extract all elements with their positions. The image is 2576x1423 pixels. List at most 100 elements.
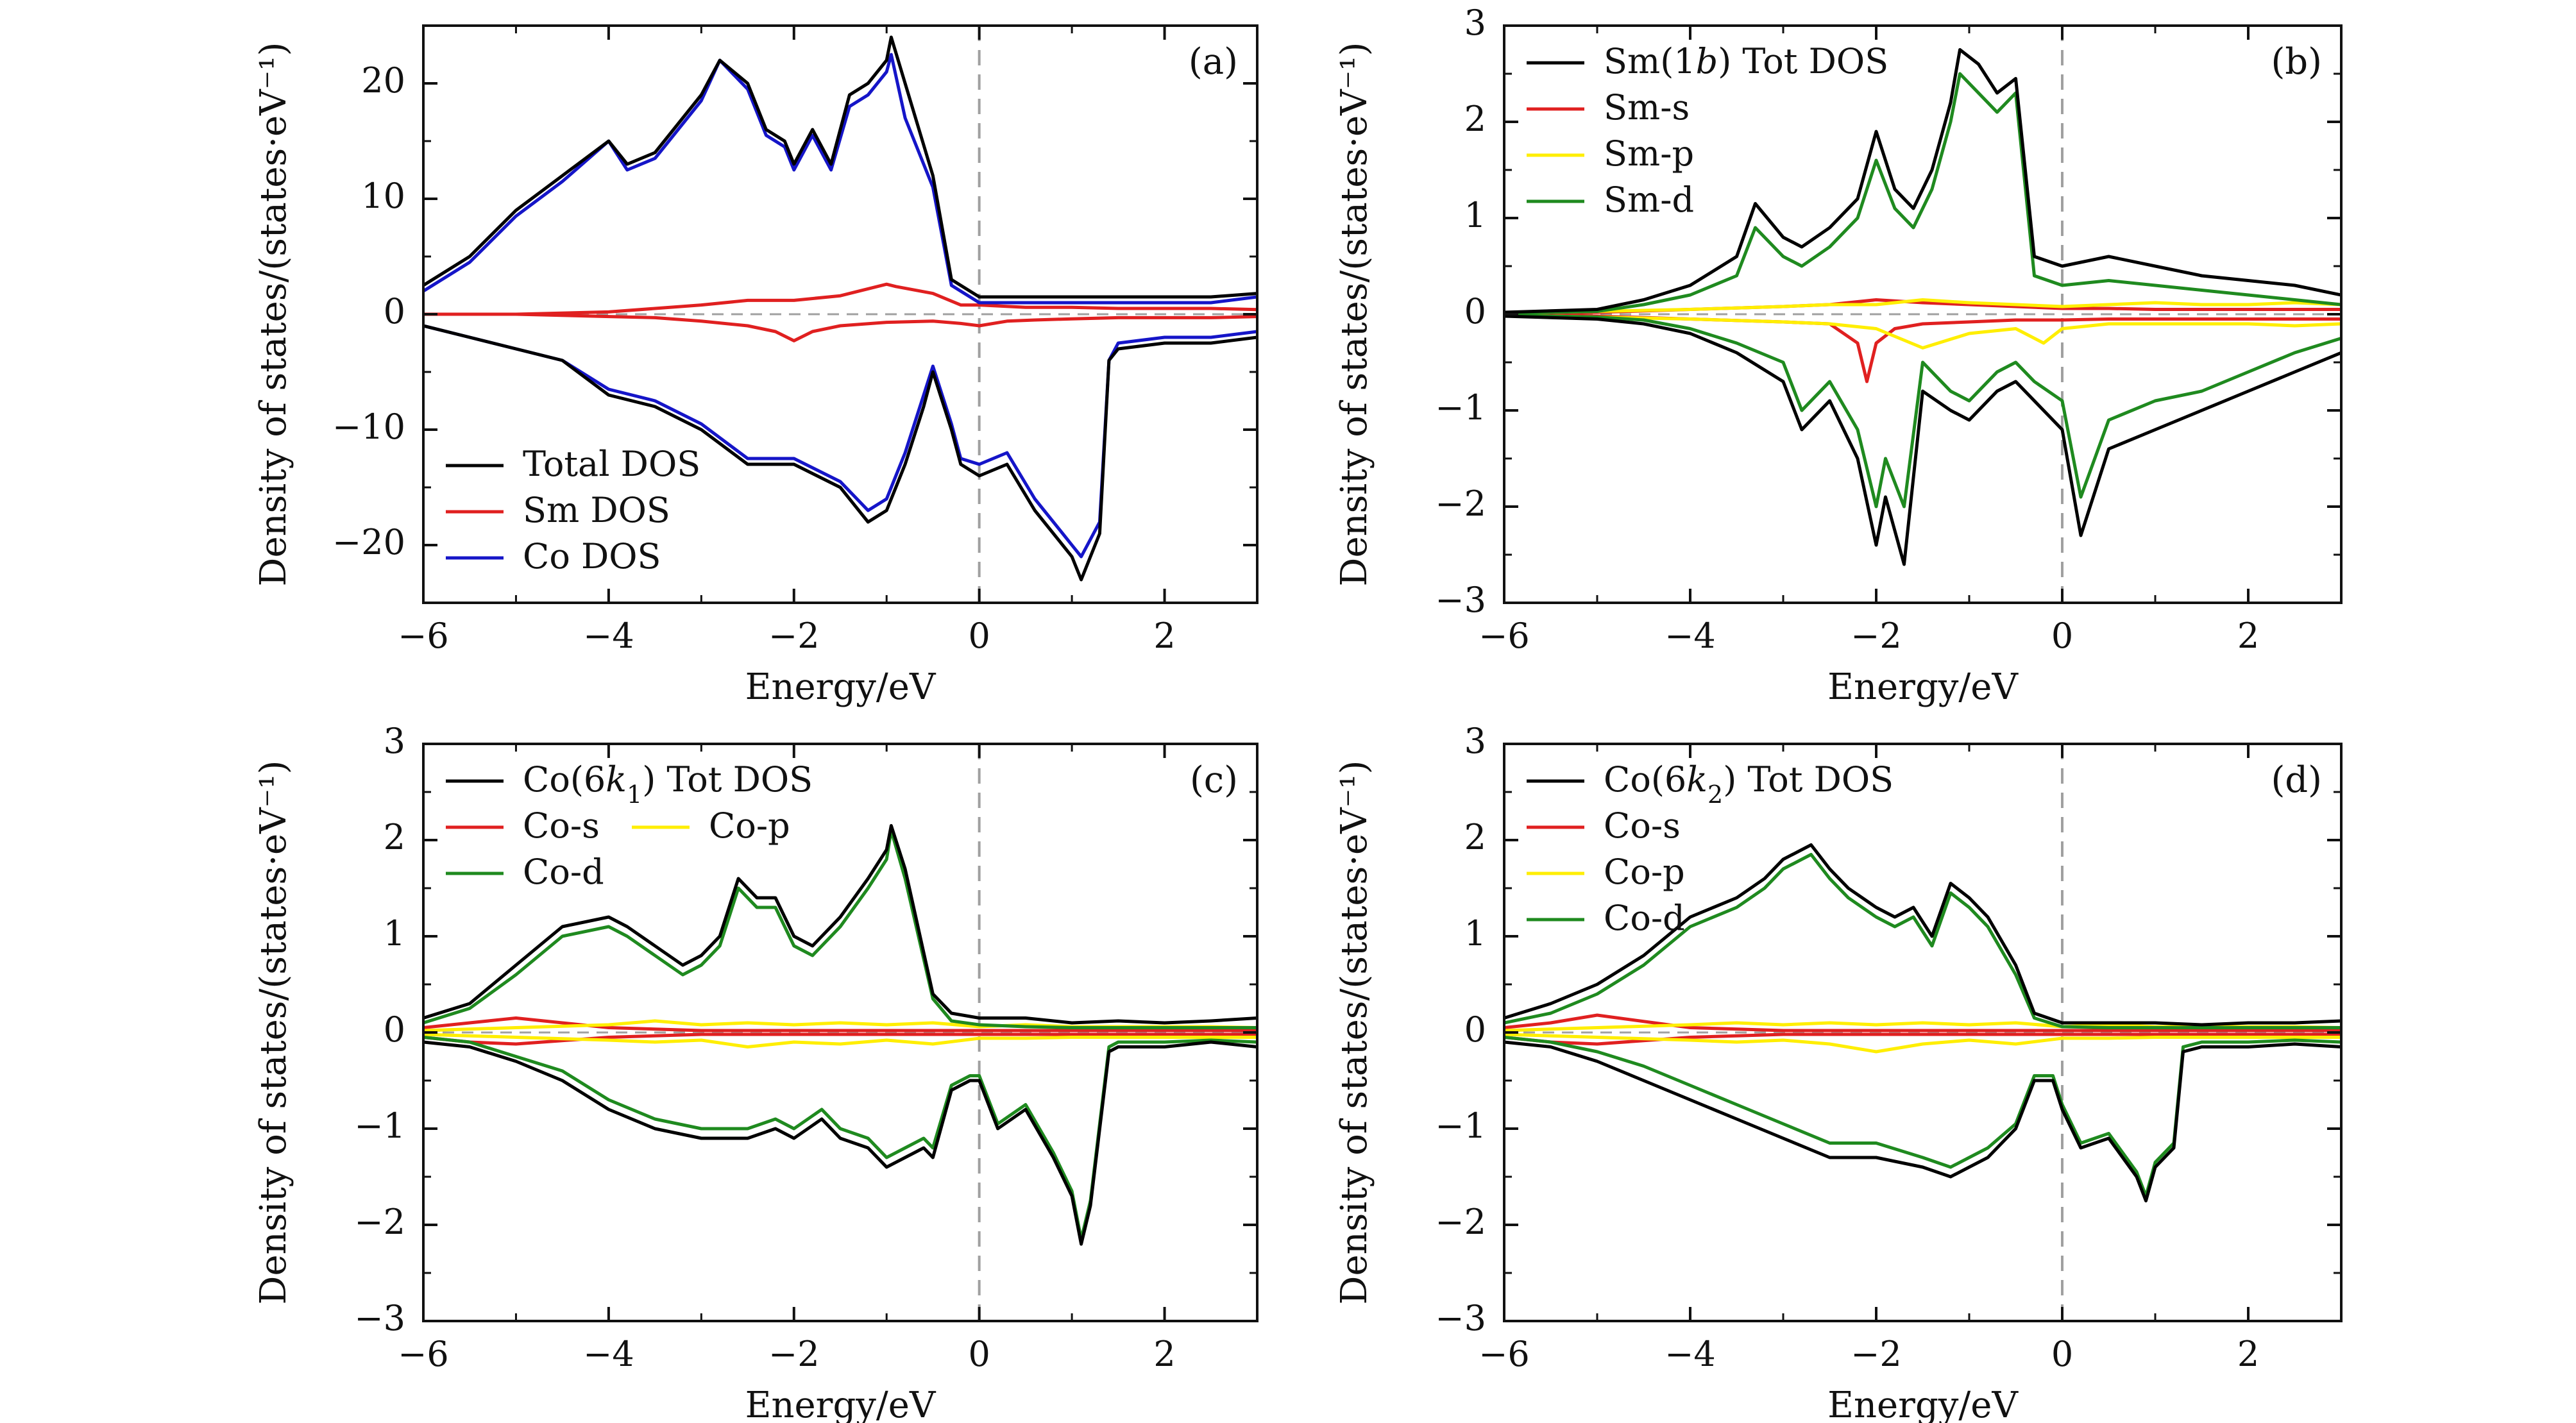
x-tick-label: 2 (1153, 616, 1175, 656)
series-line-total-dos-spin-down (423, 324, 1257, 582)
panel-label: (a) (1189, 41, 1238, 83)
panel-c: −6 −4 −2 0 2 −3 −2 −1 0 1 2 3 Energy/eV Density of st… (253, 721, 1258, 1423)
legend-label: Co(6k2) Tot DOS (1604, 759, 1894, 809)
y-tick-label: 3 (1464, 3, 1486, 43)
x-tick-label: 2 (2237, 616, 2259, 656)
series-line-tot-spin-down (423, 1040, 1257, 1246)
legend-label: Co-p (709, 805, 790, 846)
series-group (1504, 843, 2341, 1202)
series-line-co-p-spin-down (1504, 1032, 2341, 1054)
legend-label: Sm(1b) Tot DOS (1604, 41, 1888, 81)
series-group (423, 824, 1257, 1246)
y-axis-title: Density of states/(states·eV⁻¹) (253, 42, 294, 587)
y-tick-label: 0 (384, 291, 405, 332)
y-tick-label: −2 (1435, 1202, 1486, 1242)
y-tick-label: −1 (1435, 387, 1486, 428)
series-line-tot-spin-up (423, 824, 1257, 1025)
x-tick-label: −4 (583, 1334, 634, 1374)
series-line-sm-dos-spin-up (423, 282, 1257, 316)
y-tick-label: 20 (361, 60, 405, 101)
x-tick-label: −4 (583, 616, 634, 656)
legend-label: Co(6k1) Tot DOS (523, 759, 813, 809)
series-line-tot-spin-up (1504, 843, 2341, 1027)
y-tick-label: 2 (1464, 817, 1486, 857)
series-group (1504, 48, 2341, 566)
y-tick-label: −20 (332, 522, 405, 562)
legend-label: Co DOS (523, 536, 661, 577)
panel-d: −6 −4 −2 0 2 −3 −2 −1 0 1 2 3 Energy/eV Density of st… (1334, 721, 2343, 1423)
y-tick-label: −3 (1435, 580, 1486, 620)
x-tick-label: −4 (1665, 1334, 1716, 1374)
y-tick-label: −1 (1435, 1106, 1486, 1146)
y-tick-label: 0 (384, 1009, 405, 1050)
series-line-co-s-spin-down (1504, 1032, 2341, 1046)
legend-label: Sm-d (1604, 180, 1694, 220)
x-tick-label: −2 (768, 616, 820, 656)
series-line-co-d-spin-up (423, 829, 1257, 1029)
series-line-sm-p-spin-up (1504, 298, 2341, 315)
y-tick-label: −10 (332, 407, 405, 447)
series-line-co-d-spin-up (1504, 853, 2341, 1029)
y-axis-title: Density of states/(states·eV⁻¹) (253, 761, 294, 1305)
series-line-tot-spin-down (1504, 314, 2341, 566)
y-tick-label: 1 (1464, 195, 1486, 235)
legend: Total DOS Sm DOS Co DOS (446, 444, 700, 577)
series-line-sm-d-spin-down (1504, 314, 2341, 509)
series-line-co-s-spin-up (423, 1016, 1257, 1032)
series-line-sm-d-spin-up (1504, 72, 2341, 315)
series-line-sm-dos-spin-down (423, 312, 1257, 342)
legend-label: Co-s (1604, 805, 1681, 846)
series-group (423, 35, 1257, 582)
y-axis-title: Density of states/(states·eV⁻¹) (1334, 42, 1375, 587)
panel-label: (d) (2271, 759, 2322, 801)
y-tick-label: 10 (361, 176, 405, 216)
series-line-sm-p-spin-down (1504, 314, 2341, 349)
series-line-tot-spin-up (1504, 48, 2341, 314)
panel-b: −6 −4 −2 0 2 −3 −2 −1 0 1 2 3 Energy/eV Density of st… (1334, 3, 2343, 708)
y-tick-label: 0 (1464, 291, 1486, 332)
y-tick-label: −2 (1435, 484, 1486, 524)
x-tick-label: 0 (2051, 1334, 2073, 1374)
legend-label: Co-d (1604, 898, 1685, 938)
x-tick-label: −2 (1851, 1334, 1902, 1374)
legend-label: Total DOS (523, 444, 700, 484)
legend-label: Co-d (523, 852, 604, 892)
y-tick-label: 0 (1464, 1009, 1486, 1050)
x-tick-label: 0 (2051, 616, 2073, 656)
x-tick-label: 0 (968, 1334, 990, 1374)
x-axis-title: Energy/eV (1827, 666, 2019, 708)
x-tick-label: −4 (1665, 616, 1716, 656)
y-tick-label: 1 (1464, 913, 1486, 954)
legend: Sm(1b) Tot DOS Sm-s Sm-p Sm-d (1527, 41, 1888, 220)
panel-label: (b) (2271, 41, 2322, 83)
x-tick-label: −6 (398, 1334, 449, 1374)
y-tick-label: 2 (384, 817, 405, 857)
x-axis-title: Energy/eV (745, 666, 936, 708)
x-tick-label: 0 (968, 616, 990, 656)
y-tick-label: 3 (1464, 721, 1486, 761)
legend-label: Co-p (1604, 852, 1685, 892)
panel-label: (c) (1190, 759, 1238, 801)
series-line-co-dos-spin-up (423, 53, 1257, 305)
y-tick-label: 1 (384, 913, 405, 954)
x-tick-label: 2 (2237, 1334, 2259, 1374)
y-tick-label: −3 (354, 1298, 405, 1338)
y-tick-label: 2 (1464, 99, 1486, 139)
y-tick-label: 3 (384, 721, 405, 761)
x-tick-label: −6 (1479, 616, 1530, 656)
series-line-co-d-spin-down (1504, 1036, 2341, 1198)
y-tick-label: −1 (354, 1106, 405, 1146)
series-line-co-p-spin-down (423, 1032, 1257, 1048)
series-line-co-s-spin-up (1504, 1013, 2341, 1032)
x-tick-label: −2 (1851, 616, 1902, 656)
series-line-total-dos-spin-up (423, 35, 1257, 299)
x-tick-label: −6 (398, 616, 449, 656)
y-axis-title: Density of states/(states·eV⁻¹) (1334, 761, 1375, 1305)
x-axis-title: Energy/eV (1827, 1385, 2019, 1423)
series-line-co-s-spin-down (423, 1032, 1257, 1046)
legend-label: Co-s (523, 805, 600, 846)
y-tick-label: −3 (1435, 1298, 1486, 1338)
